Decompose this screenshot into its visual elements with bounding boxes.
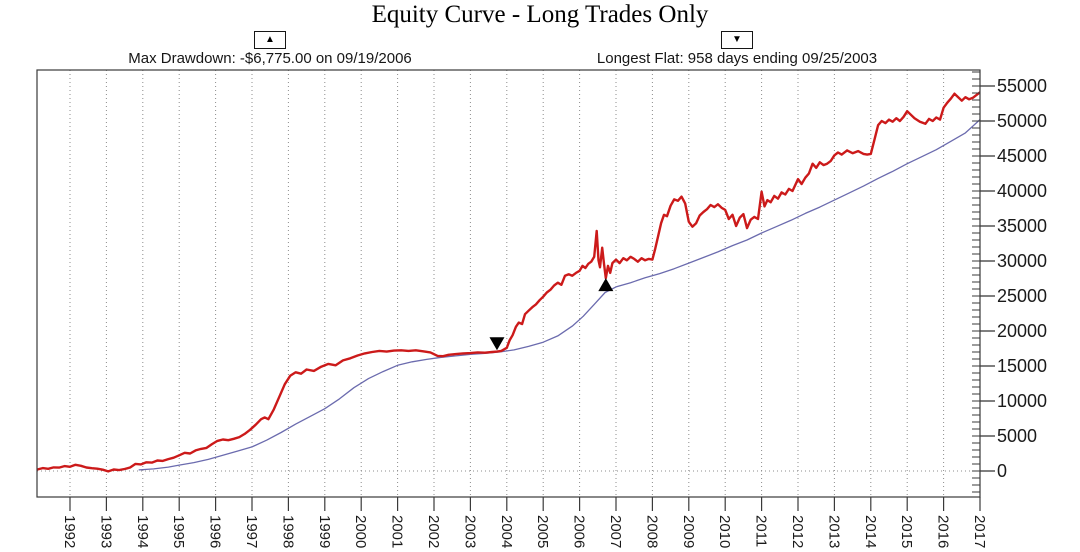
y-axis-label: 40000 <box>997 181 1047 201</box>
y-axis-label: 55000 <box>997 76 1047 96</box>
x-axis-label: 1993 <box>97 515 114 548</box>
max-drawdown-label: Max Drawdown: -$6,775.00 on 09/19/2006 <box>128 50 412 67</box>
y-axis-label: 20000 <box>997 321 1047 341</box>
down-triangle-icon: ▼ <box>732 34 742 45</box>
y-axis-label: 15000 <box>997 356 1047 376</box>
x-axis-label: 1995 <box>170 515 187 548</box>
y-axis-label: 10000 <box>997 391 1047 411</box>
plot-border <box>36 69 981 498</box>
y-axis-label: 50000 <box>997 111 1047 131</box>
x-axis-label: 2002 <box>425 515 442 548</box>
y-axis-label: 30000 <box>997 251 1047 271</box>
x-axis-label: 1994 <box>134 515 151 548</box>
x-axis-label: 2003 <box>461 515 478 548</box>
x-axis-label: 2006 <box>571 515 588 548</box>
x-axis-label: 2000 <box>352 515 369 548</box>
x-axis-label: 2016 <box>935 515 952 548</box>
x-axis-label: 2011 <box>753 515 770 547</box>
max-drawdown-marker-box: ▲ <box>254 31 286 49</box>
up-triangle-icon: ▲ <box>265 34 275 45</box>
y-axis-label: 45000 <box>997 146 1047 166</box>
equity-line <box>37 91 980 473</box>
reference-line <box>138 118 980 471</box>
x-axis-label: 2010 <box>716 515 733 548</box>
x-axis-label: 1996 <box>207 515 224 548</box>
x-axis-label: 1992 <box>61 515 78 548</box>
y-axis-label: 35000 <box>997 216 1047 236</box>
longest-flat-marker-box: ▼ <box>721 31 753 49</box>
x-axis-label: 1999 <box>316 515 333 548</box>
flat-end-marker <box>489 337 505 351</box>
x-axis-label: 2017 <box>971 515 988 548</box>
x-axis-label: 2008 <box>643 515 660 548</box>
drawdown-trough-marker <box>598 278 614 292</box>
x-axis-label: 2013 <box>825 515 842 548</box>
y-axis-label: 0 <box>997 461 1007 481</box>
y-axis-label: 25000 <box>997 286 1047 306</box>
longest-flat-annotation: ▼ Longest Flat: 958 days ending 09/25/20… <box>537 31 937 67</box>
x-axis-label: 2004 <box>498 515 515 548</box>
x-axis-label: 2005 <box>534 515 551 548</box>
x-axis-label: 2007 <box>607 515 624 548</box>
y-axis-label: 5000 <box>997 426 1037 446</box>
x-axis-label: 2012 <box>789 515 806 548</box>
x-axis-label: 2014 <box>862 515 879 548</box>
x-axis-label: 2009 <box>680 515 697 548</box>
x-axis-label: 2001 <box>389 515 406 548</box>
max-drawdown-annotation: ▲ Max Drawdown: -$6,775.00 on 09/19/2006 <box>70 31 470 67</box>
x-axis-label: 1998 <box>279 515 296 548</box>
chart-title: Equity Curve - Long Trades Only <box>371 1 709 28</box>
longest-flat-label: Longest Flat: 958 days ending 09/25/2003 <box>596 50 878 67</box>
x-axis-label: 1997 <box>243 515 260 548</box>
x-axis-label: 2015 <box>898 515 915 548</box>
